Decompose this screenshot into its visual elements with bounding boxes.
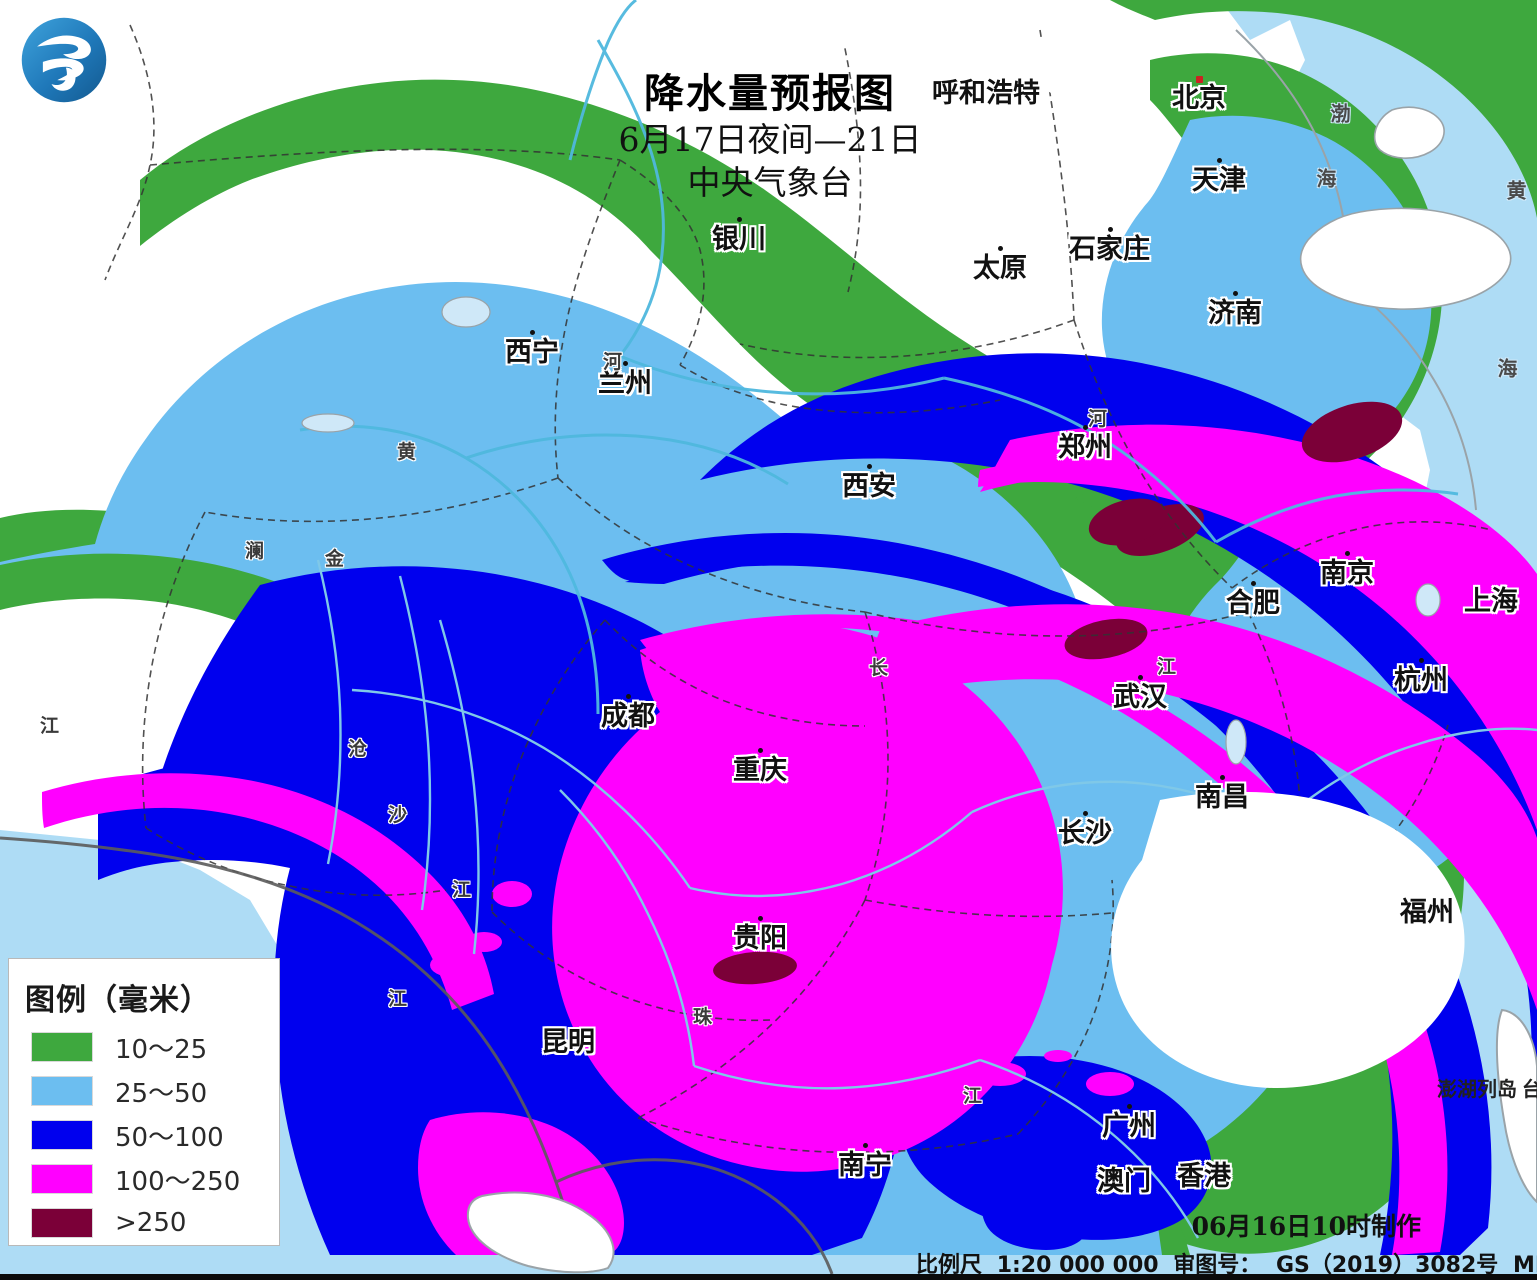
legend-title: 图例（毫米） — [25, 984, 211, 1017]
legend-swatch — [31, 1120, 93, 1150]
liaodong-tip — [1373, 106, 1445, 159]
core-gt250-guiyang — [713, 951, 797, 985]
legend-panel: 图例（毫米） 10～25 25～50 50～100 100～250 >250 — [8, 958, 280, 1246]
review-value: GS（2019）3082号 — [1275, 1253, 1499, 1278]
legend-swatch — [31, 1032, 93, 1062]
shandong-peninsula — [1299, 207, 1512, 310]
national-boundary — [0, 836, 834, 1274]
legend-swatch — [31, 1208, 93, 1238]
legend-label: >250 — [115, 1208, 187, 1238]
core-gt250-north — [1301, 401, 1403, 463]
rivers-secondary — [316, 559, 1537, 1239]
issuing-organization: 中央气象台 — [687, 163, 853, 203]
dry-gap-north — [700, 0, 1124, 120]
legend-item: 100～250 — [31, 1161, 279, 1197]
legend-item: 25～50 — [31, 1073, 279, 1109]
bottom-bar — [0, 1274, 1537, 1280]
page-title: 降水量预报图 — [644, 70, 896, 117]
legend-item: 50～100 — [31, 1117, 279, 1153]
inland-lake — [301, 413, 355, 433]
scale-value: 1:20 000 000 — [996, 1253, 1159, 1278]
taiwan-island — [1495, 1008, 1537, 1204]
legend-item: >250 — [31, 1205, 279, 1241]
rivers — [299, 0, 1459, 715]
legend-item: 10～25 — [31, 1029, 279, 1065]
scale-label: 比例尺 — [916, 1253, 983, 1278]
legend-label: 10～25 — [115, 1034, 208, 1065]
review-label: 审图号： — [1173, 1253, 1262, 1278]
legend-label: 50～100 — [115, 1122, 224, 1153]
forecast-period: 6月17日夜间—21日 — [618, 120, 922, 160]
cma-logo — [16, 12, 112, 108]
qinghai-lake — [441, 296, 491, 328]
system-version: MESIS3.0 — [1512, 1253, 1537, 1278]
legend-label: 25～50 — [115, 1078, 208, 1109]
dry-gap-central — [1111, 791, 1465, 1089]
map-credits: 比例尺 1:20 000 000 审图号： GS（2019）3082号 MESI… — [916, 1247, 1537, 1279]
production-time: 06月16日10时制作 — [1191, 1212, 1421, 1241]
legend-rows: 10～25 25～50 50～100 100～250 >250 — [9, 1029, 279, 1241]
band-gt250 — [713, 401, 1403, 985]
hainan-island — [466, 1191, 615, 1274]
poyang-lake — [1225, 719, 1247, 765]
band-100-250 — [42, 424, 1537, 1255]
core-gt250-wuhan — [1064, 618, 1148, 660]
title-block: 降水量预报图 6月17日夜间—21日 中央气象台 — [570, 72, 970, 204]
taihu-lake — [1415, 583, 1441, 617]
legend-label: 100～250 — [115, 1166, 241, 1197]
legend-swatch — [31, 1076, 93, 1106]
legend-swatch — [31, 1164, 93, 1194]
